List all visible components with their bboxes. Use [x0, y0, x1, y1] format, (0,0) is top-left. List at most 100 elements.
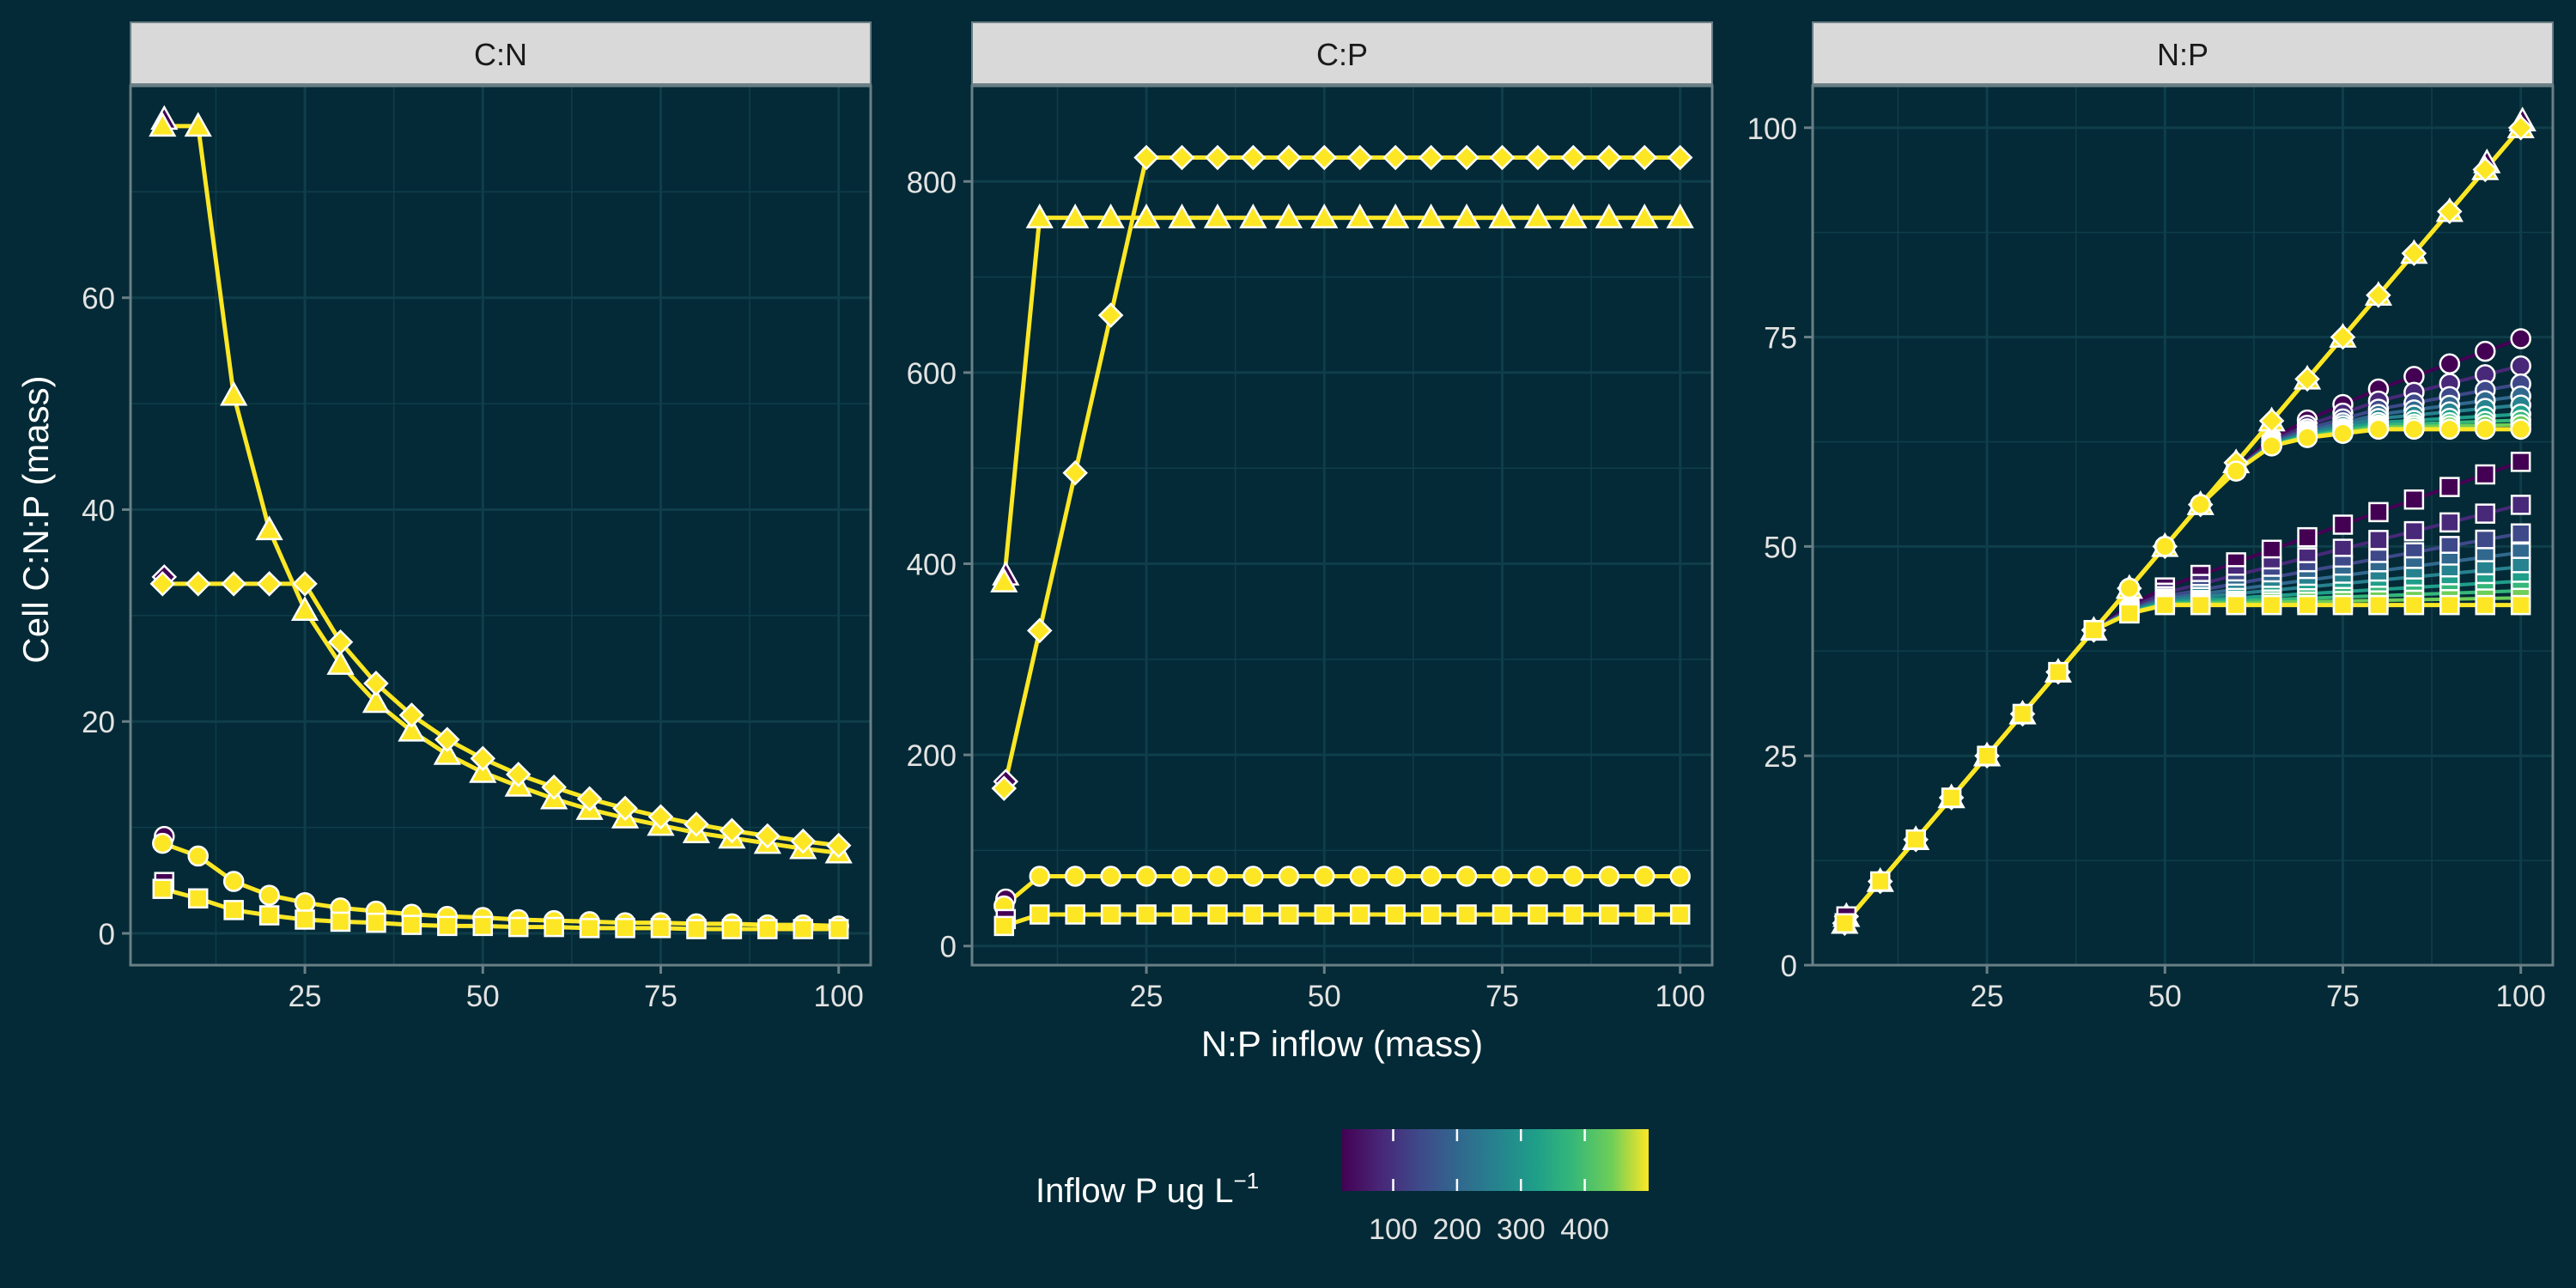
- data-point: [683, 811, 709, 837]
- data-point: [149, 112, 177, 137]
- x-tick-label: 100: [2495, 980, 2545, 1013]
- data-point-variant: [2510, 355, 2531, 377]
- data-point: [1276, 144, 1302, 171]
- data-point: [1346, 144, 1373, 171]
- data-point: [615, 918, 635, 939]
- data-point: [1278, 866, 1300, 887]
- data-point: [2154, 536, 2176, 557]
- data-point: [1489, 144, 1516, 171]
- data-point: [2332, 422, 2354, 444]
- data-point: [1977, 745, 1997, 766]
- data-point: [755, 823, 781, 849]
- data-point: [1456, 904, 1477, 925]
- data-point: [790, 828, 817, 854]
- data-point: [1025, 204, 1054, 228]
- data-point: [2475, 418, 2496, 440]
- data-point-variant: [2510, 328, 2531, 349]
- data-point: [1133, 144, 1159, 171]
- data-point: [366, 912, 386, 933]
- y-tick-label: 600: [907, 357, 957, 391]
- data-point: [2403, 418, 2425, 440]
- x-axis-title: N:P inflow (mass): [1201, 1024, 1483, 1064]
- data-point: [149, 571, 176, 597]
- colorbar: [1342, 1129, 1649, 1191]
- data-point: [579, 918, 600, 939]
- data-point: [2190, 494, 2211, 515]
- panel-background: [131, 86, 871, 965]
- y-tick-label: 75: [1764, 322, 1797, 355]
- data-point: [1454, 144, 1479, 171]
- data-point: [330, 911, 351, 933]
- data-point-variant: [2297, 526, 2318, 548]
- data-point: [1385, 904, 1406, 925]
- data-point: [1634, 904, 1656, 925]
- x-tick-label: 50: [1308, 980, 1341, 1013]
- data-point: [152, 878, 173, 899]
- data-point: [1596, 144, 1622, 171]
- panel-border: [1811, 84, 2555, 967]
- data-point: [2083, 620, 2105, 641]
- data-point: [1064, 866, 1086, 887]
- panel-border: [970, 84, 1714, 967]
- strip-background: [1812, 21, 2554, 85]
- x-tick-label: 75: [644, 980, 677, 1013]
- data-point: [361, 688, 391, 714]
- legend-title: Inflow P ug L−1: [1036, 1168, 1259, 1210]
- data-point-variant: [2475, 503, 2496, 524]
- strip-label: N:P: [2157, 37, 2208, 72]
- data-point: [2261, 594, 2282, 616]
- data-point: [2225, 460, 2247, 482]
- data-point-variant: [2403, 489, 2425, 510]
- data-point: [327, 629, 354, 655]
- data-point: [1274, 204, 1303, 228]
- data-point: [993, 915, 1015, 937]
- data-point: [187, 888, 209, 909]
- data-point: [220, 380, 248, 406]
- data-point: [2226, 594, 2246, 616]
- x-tick-label: 75: [1485, 980, 1519, 1013]
- data-point: [793, 919, 814, 939]
- data-point: [1559, 204, 1588, 228]
- data-point: [2332, 594, 2354, 616]
- data-point: [990, 568, 1018, 592]
- data-point: [221, 571, 246, 597]
- data-point: [2118, 577, 2141, 599]
- y-axis-title: Cell C:N:P (mass): [15, 375, 56, 663]
- data-point: [1314, 904, 1335, 925]
- data-point: [828, 919, 849, 939]
- data-point: [612, 795, 638, 822]
- data-point: [1310, 204, 1339, 228]
- data-point: [1869, 871, 1891, 892]
- data-point: [1062, 460, 1088, 486]
- data-point: [1097, 302, 1124, 328]
- data-point: [152, 832, 173, 854]
- data-point-variant: [2510, 495, 2531, 515]
- legend-title-superscript: −1: [1234, 1168, 1260, 1194]
- y-tick-label: 400: [907, 549, 957, 582]
- data-point: [1100, 904, 1121, 925]
- data-point: [1136, 904, 1157, 925]
- data-point: [1905, 829, 1926, 850]
- data-point: [1563, 904, 1584, 925]
- data-point: [470, 745, 496, 772]
- data-point: [2367, 418, 2390, 440]
- x-tick-label: 25: [1130, 980, 1163, 1013]
- data-point: [184, 112, 212, 137]
- data-point: [1560, 144, 1587, 171]
- data-point: [258, 884, 280, 906]
- data-point: [1029, 904, 1050, 925]
- data-point: [222, 871, 245, 892]
- data-point: [505, 762, 532, 787]
- data-point: [258, 905, 280, 926]
- data-point: [2012, 703, 2033, 725]
- data-point: [2401, 240, 2427, 266]
- data-point: [1418, 144, 1444, 171]
- data-point: [2439, 594, 2460, 616]
- data-point: [2439, 418, 2461, 440]
- x-tick-label: 25: [289, 980, 322, 1013]
- y-tick-label: 20: [82, 706, 115, 739]
- x-tick-label: 100: [813, 980, 863, 1013]
- data-point: [1135, 866, 1157, 887]
- data-point: [2472, 156, 2499, 183]
